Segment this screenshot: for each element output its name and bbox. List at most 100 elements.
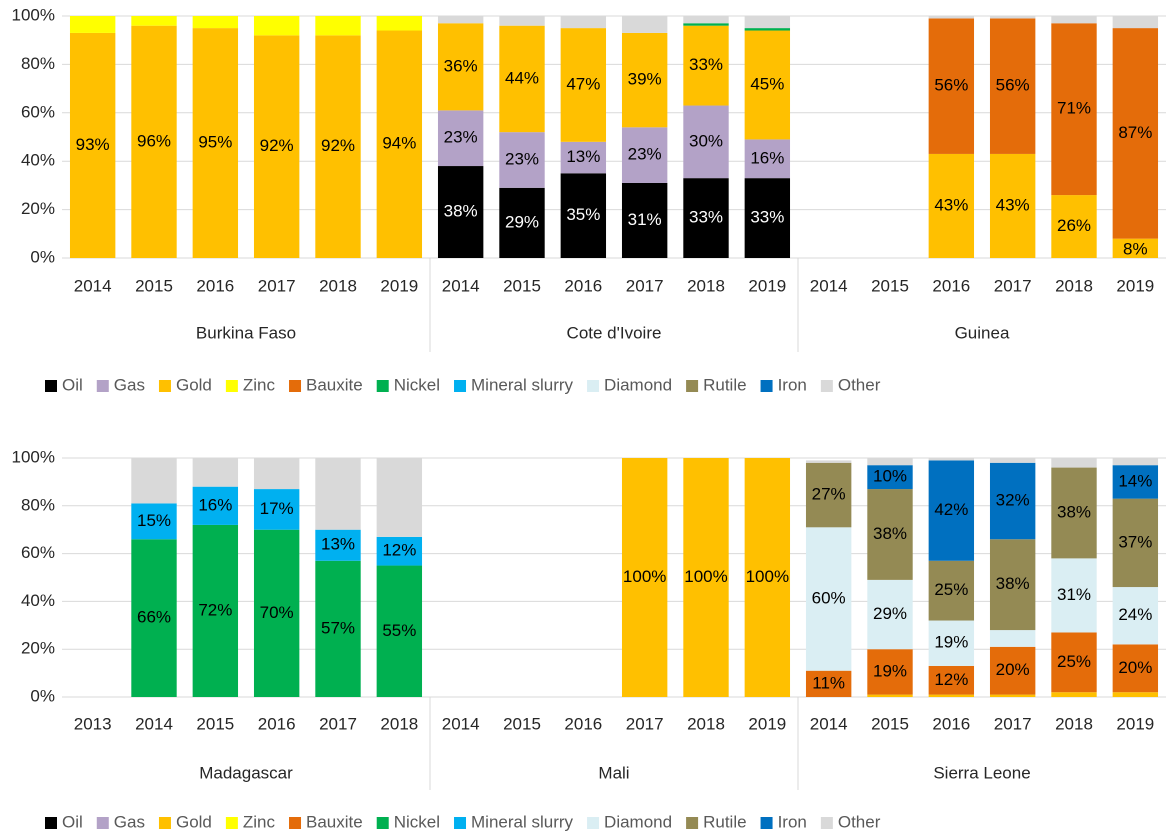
bar-segment	[805, 462, 852, 528]
data-label: 16%	[198, 495, 232, 514]
legend-swatch	[820, 380, 833, 392]
bar-segment	[1051, 16, 1097, 24]
legend-swatch	[96, 380, 109, 392]
bar-segment	[805, 460, 852, 463]
x-tick-label: 2018	[380, 714, 418, 733]
bar-segment	[192, 458, 239, 487]
y-tick-label: 20%	[21, 639, 55, 658]
legend-label: Rutile	[703, 375, 746, 394]
bar-segment	[131, 25, 177, 259]
group-label: Mali	[598, 763, 629, 782]
bar-segment	[744, 28, 791, 31]
data-label: 33%	[689, 55, 723, 74]
data-label: 38%	[873, 524, 907, 543]
bar-segment	[253, 489, 300, 530]
data-label: 36%	[444, 56, 478, 75]
bar-segment	[499, 16, 545, 26]
data-label: 38%	[1057, 502, 1091, 521]
data-label: 23%	[444, 128, 478, 147]
bar-segment	[1112, 644, 1159, 693]
bar-segment	[315, 529, 361, 561]
bar-segment	[683, 25, 729, 106]
data-label: 42%	[934, 500, 968, 519]
x-tick-label: 2019	[1116, 276, 1154, 295]
bar-segment	[989, 646, 1036, 695]
bar-segment	[928, 560, 975, 621]
x-tick-label: 2016	[258, 714, 296, 733]
legend-label: Mineral slurry	[471, 375, 574, 394]
legend-label: Zinc	[243, 375, 276, 394]
bar-segment	[1112, 465, 1159, 499]
data-label: 35%	[566, 205, 600, 224]
data-label: 33%	[689, 208, 723, 227]
legend-swatch	[158, 817, 171, 829]
bar-segment	[253, 16, 300, 36]
data-label: 19%	[934, 633, 968, 652]
bar-segment	[1112, 238, 1159, 258]
legend-swatch	[225, 380, 238, 392]
legend-swatch	[587, 817, 600, 829]
data-label: 16%	[750, 148, 784, 167]
legend-swatch	[686, 380, 699, 392]
data-label: 23%	[628, 145, 662, 164]
legend-label: Mineral slurry	[471, 812, 574, 831]
bar-segment	[437, 23, 484, 111]
legend-swatch	[454, 380, 467, 392]
data-label: 44%	[505, 68, 539, 87]
bar-segment	[560, 16, 607, 29]
x-tick-label: 2016	[932, 276, 970, 295]
bar-segment	[1051, 195, 1097, 258]
bar-segment	[131, 16, 177, 26]
bar-segment	[253, 529, 300, 697]
x-tick-label: 2017	[626, 276, 664, 295]
bar-segment	[253, 35, 300, 258]
bar-segment	[928, 694, 975, 697]
bar-segment	[131, 458, 177, 504]
data-label: 92%	[260, 136, 294, 155]
data-label: 24%	[1118, 605, 1152, 624]
data-label: 13%	[566, 147, 600, 166]
legend-label: Oil	[62, 375, 83, 394]
group-label: Burkina Faso	[196, 323, 296, 342]
bar-segment	[928, 458, 975, 461]
y-tick-label: 40%	[21, 591, 55, 610]
bar-segment	[989, 458, 1036, 463]
y-tick-label: 80%	[21, 54, 55, 73]
bar-segment	[437, 110, 484, 167]
bar-segment	[805, 527, 852, 671]
y-tick-label: 20%	[21, 199, 55, 218]
x-tick-label: 2017	[258, 276, 296, 295]
y-tick-label: 40%	[21, 151, 55, 170]
data-label: 95%	[198, 133, 232, 152]
bar-segment	[192, 486, 239, 525]
data-label: 66%	[137, 608, 171, 627]
bar-segment	[867, 649, 913, 695]
data-label: 47%	[566, 74, 600, 93]
bar-segment	[376, 536, 423, 566]
bar-segment	[621, 16, 668, 33]
bar-segment	[744, 16, 791, 29]
bar-segment	[315, 35, 361, 258]
data-label: 33%	[750, 208, 784, 227]
data-label: 25%	[934, 580, 968, 599]
y-tick-label: 100%	[12, 5, 55, 24]
bar-segment	[315, 458, 361, 530]
data-label: 60%	[812, 588, 846, 607]
bar-segment	[376, 565, 423, 697]
legend-label: Diamond	[604, 812, 672, 831]
bar-segment	[989, 153, 1036, 258]
bar-segment	[131, 503, 177, 540]
data-label: 45%	[750, 74, 784, 93]
legend-swatch	[376, 817, 389, 829]
y-tick-label: 0%	[30, 247, 55, 266]
bar-segment	[744, 139, 791, 179]
x-tick-label: 2016	[196, 276, 234, 295]
x-tick-label: 2015	[196, 714, 234, 733]
legend-swatch	[289, 380, 302, 392]
x-tick-label: 2016	[932, 714, 970, 733]
data-label: 57%	[321, 618, 355, 637]
data-label: 72%	[198, 600, 232, 619]
bar-segment	[621, 32, 668, 128]
bar-segment	[437, 166, 484, 258]
bar-segment	[928, 665, 975, 695]
